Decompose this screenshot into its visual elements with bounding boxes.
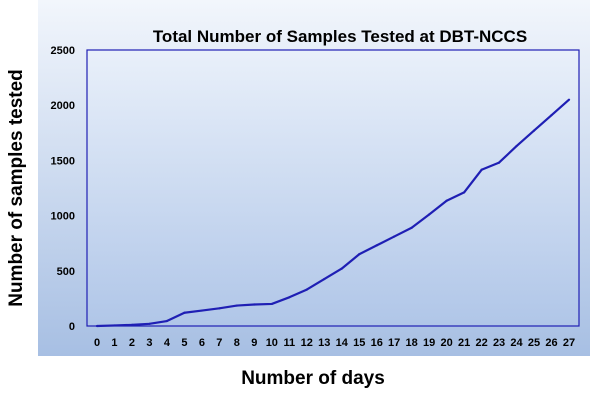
x-tick-label: 25 [528, 337, 540, 349]
data-point [200, 309, 203, 312]
x-tick-label: 8 [234, 337, 240, 349]
x-tick-label: 23 [493, 337, 505, 349]
data-point [445, 199, 448, 202]
x-tick-label: 22 [475, 337, 487, 349]
x-tick-label: 5 [181, 337, 187, 349]
x-tick-label: 21 [458, 337, 470, 349]
chart-title: Total Number of Samples Tested at DBT-NC… [153, 27, 527, 46]
x-tick-label: 11 [283, 337, 295, 349]
x-tick-label: 27 [563, 337, 575, 349]
data-point [253, 303, 256, 306]
x-tick-label: 19 [423, 337, 435, 349]
x-tick-label: 16 [371, 337, 383, 349]
data-point [305, 288, 308, 291]
x-tick-label: 13 [318, 337, 330, 349]
x-tick-label: 18 [406, 337, 418, 349]
x-tick-label: 26 [545, 337, 557, 349]
y-tick-label: 1000 [51, 211, 75, 223]
x-tick-label: 3 [146, 337, 152, 349]
data-point [288, 296, 291, 299]
x-tick-label: 1 [111, 337, 117, 349]
x-axis-ticks: 0 1 2 3 4 5 6 7 8 9 10 11 12 13 14 15 16 17 18 19 20 21 22 23 24… [94, 337, 575, 349]
data-point [410, 226, 413, 229]
data-point [567, 98, 571, 101]
data-points [95, 98, 571, 328]
x-tick-label: 4 [164, 337, 171, 349]
x-tick-label: 10 [266, 337, 278, 349]
y-tick-label: 500 [57, 266, 75, 278]
x-tick-label: 14 [336, 337, 349, 349]
data-point [393, 235, 396, 238]
data-point [358, 253, 361, 256]
x-axis-title: Number of days [241, 368, 385, 389]
x-tick-label: 9 [251, 337, 257, 349]
data-point [148, 322, 151, 325]
data-point [463, 191, 466, 194]
data-point [218, 307, 221, 310]
x-tick-label: 2 [129, 337, 135, 349]
data-point [113, 324, 116, 327]
y-tick-label: 0 [69, 321, 75, 333]
y-tick-label: 1500 [51, 155, 75, 167]
data-point [480, 168, 483, 171]
data-point [323, 277, 326, 281]
data-point [183, 311, 186, 314]
series-line [96, 98, 570, 328]
x-tick-label: 6 [199, 337, 205, 349]
x-tick-label: 15 [353, 337, 365, 349]
data-point [375, 244, 378, 247]
x-tick-label: 20 [441, 337, 453, 349]
data-point [497, 161, 501, 164]
data-point [515, 144, 518, 148]
y-axis-title: Number of samples tested [6, 69, 27, 307]
data-point [428, 213, 431, 216]
x-tick-label: 12 [301, 337, 313, 349]
data-point [340, 267, 343, 270]
data-point [532, 129, 536, 132]
data-point [130, 323, 134, 326]
data-point [235, 304, 238, 307]
y-tick-label: 2000 [51, 100, 75, 112]
data-point [95, 324, 99, 328]
x-tick-label: 7 [216, 337, 222, 349]
y-axis-ticks: 0 500 1000 1500 2000 2500 [51, 45, 75, 333]
x-tick-label: 17 [388, 337, 400, 349]
data-point [270, 302, 273, 306]
plot-area [86, 49, 580, 327]
x-tick-label: 24 [510, 337, 523, 349]
data-point [165, 319, 169, 323]
y-tick-label: 2500 [51, 45, 75, 57]
x-tick-label: 0 [94, 337, 100, 349]
data-point [550, 114, 553, 117]
